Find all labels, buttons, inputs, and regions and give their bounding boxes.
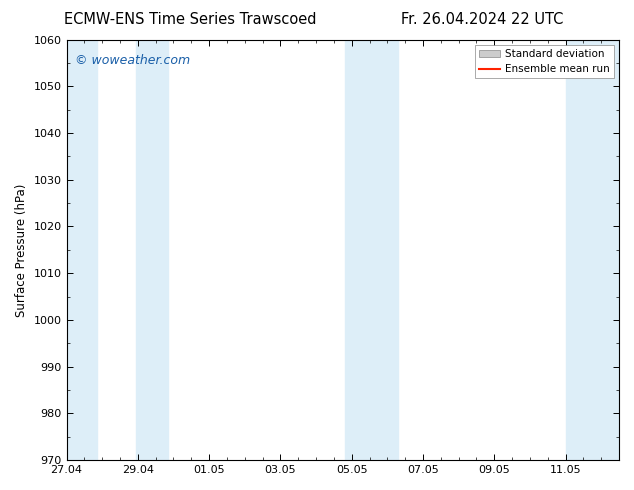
Bar — [67, 40, 97, 460]
Y-axis label: Surface Pressure (hPa): Surface Pressure (hPa) — [15, 183, 28, 317]
Text: © woweather.com: © woweather.com — [75, 54, 190, 67]
Bar — [344, 40, 382, 460]
Text: Fr. 26.04.2024 22 UTC: Fr. 26.04.2024 22 UTC — [401, 12, 563, 27]
Bar — [382, 40, 398, 460]
Legend: Standard deviation, Ensemble mean run: Standard deviation, Ensemble mean run — [475, 45, 614, 78]
Bar — [596, 40, 619, 460]
Bar — [136, 40, 168, 460]
Text: ECMW-ENS Time Series Trawscoed: ECMW-ENS Time Series Trawscoed — [64, 12, 316, 27]
Bar — [566, 40, 596, 460]
